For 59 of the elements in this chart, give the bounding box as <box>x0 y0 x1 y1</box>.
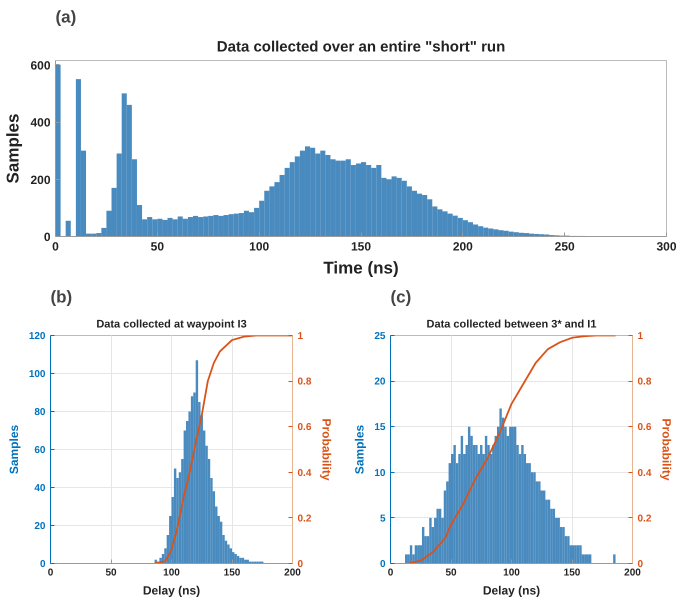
y-tick-label: 0 <box>44 230 51 244</box>
y-tick-label: 40 <box>34 483 46 494</box>
y-tick-label: 120 <box>28 331 46 342</box>
y-tick-label: 80 <box>34 407 46 418</box>
x-tick-label: 300 <box>656 240 677 254</box>
y-tick-label: 100 <box>28 369 46 380</box>
x-tick-label: 200 <box>452 240 474 254</box>
x-tick-label: 100 <box>163 568 180 578</box>
y2-axis-title: Probability <box>659 418 674 481</box>
y-tick-label: 25 <box>374 331 386 342</box>
y-tick-label: 10 <box>374 468 386 479</box>
y2-tick-label: 0.6 <box>638 422 652 434</box>
y-tick-label: 0 <box>380 559 386 570</box>
x-tick-label: 150 <box>224 568 241 578</box>
text: (a) <box>56 8 76 26</box>
chart-title: Data collected at waypoint I3 <box>96 318 247 330</box>
text: (b) <box>50 288 72 306</box>
x-tick-label: 250 <box>554 240 576 254</box>
y2-tick-label: 1 <box>638 331 644 342</box>
y2-tick-label: 0.4 <box>638 468 652 479</box>
x-tick-label: 0 <box>388 568 394 578</box>
x-tick-label: 50 <box>150 240 164 254</box>
x-tick-label: 200 <box>624 568 642 578</box>
x-axis-title: Time (ns) <box>323 258 399 278</box>
x-tick-label: 150 <box>350 240 372 254</box>
y2-tick-label: 0.8 <box>638 376 652 388</box>
x-tick-label: 0 <box>52 240 60 254</box>
chart-title: Data collected over an entire "short" run <box>216 38 506 56</box>
y-tick-label: 20 <box>374 376 386 388</box>
y2-tick-label: 0.8 <box>298 376 312 388</box>
y2-tick-label: 0.4 <box>298 468 312 479</box>
text: (c) <box>390 288 412 306</box>
y-tick-label: 15 <box>374 422 386 434</box>
x-tick-label: 100 <box>249 240 270 254</box>
y2-tick-label: 0.6 <box>298 422 312 434</box>
x-axis-title: Delay (ns) <box>142 584 200 598</box>
y-tick-label: 0 <box>40 559 46 570</box>
y2-tick-label: 0 <box>638 559 644 570</box>
y-tick-label: 20 <box>34 521 46 532</box>
chart-title: Data collected between 3* and I1 <box>426 318 596 330</box>
y-axis-title: Samples <box>3 114 22 184</box>
x-tick-label: 50 <box>445 568 457 578</box>
x-tick-label: 150 <box>564 568 581 578</box>
y2-tick-label: 0 <box>298 559 304 570</box>
y-tick-label: 600 <box>30 58 51 72</box>
y2-axis-title: Probability <box>319 418 334 481</box>
y-tick-label: 200 <box>30 172 51 187</box>
y-axis-title: Samples <box>352 424 366 474</box>
y-tick-label: 400 <box>30 116 51 130</box>
x-tick-label: 100 <box>503 568 520 578</box>
y2-tick-label: 0.2 <box>298 513 312 524</box>
x-tick-label: 50 <box>105 568 117 578</box>
y-tick-label: 5 <box>380 513 386 524</box>
y2-tick-label: 0.2 <box>638 513 652 524</box>
y2-tick-label: 1 <box>298 331 304 342</box>
x-tick-label: 200 <box>284 568 302 578</box>
y-axis-title: Samples <box>6 424 21 474</box>
x-axis-title: Delay (ns) <box>482 584 540 598</box>
y-tick-label: 60 <box>34 445 46 456</box>
